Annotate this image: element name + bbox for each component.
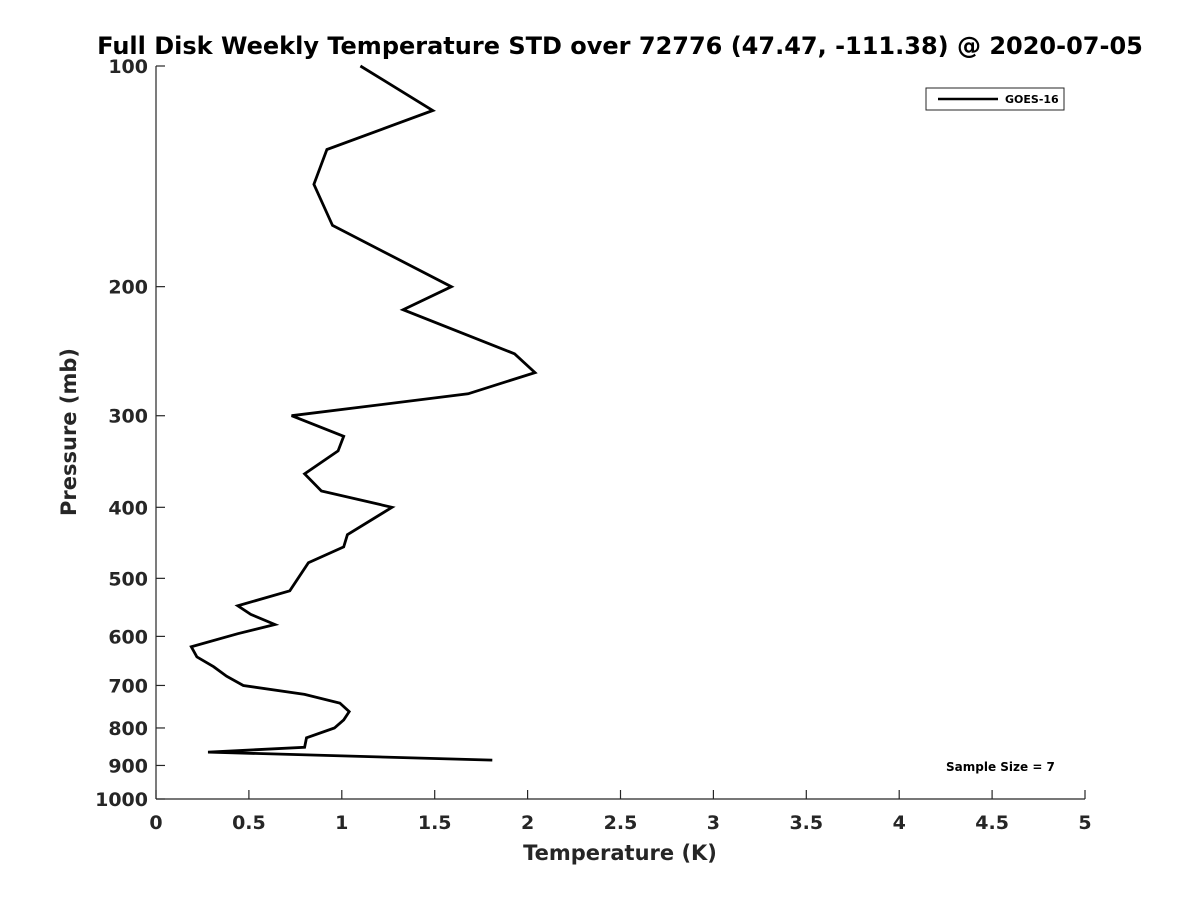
series-line-goes-16 xyxy=(189,64,538,762)
y-tick-label: 900 xyxy=(108,755,148,777)
y-tick-label: 600 xyxy=(108,626,148,648)
x-tick-label: 1 xyxy=(335,812,348,834)
y-tick-label: 200 xyxy=(108,277,148,299)
y-tick-label: 800 xyxy=(108,718,148,740)
chart-title: Full Disk Weekly Temperature STD over 72… xyxy=(97,32,1143,60)
x-ticks: 0 0.5 1 1.5 2 2.5 3 3.5 4 4.5 5 xyxy=(149,790,1092,834)
y-tick-label: 400 xyxy=(108,497,148,519)
x-tick-label: 1.5 xyxy=(418,812,452,834)
y-tick-label: 1000 xyxy=(95,789,148,811)
y-tick-label: 300 xyxy=(108,406,148,428)
x-tick-label: 4 xyxy=(893,812,906,834)
x-tick-label: 0.5 xyxy=(232,812,266,834)
x-tick-label: 0 xyxy=(149,812,162,834)
x-tick-label: 5 xyxy=(1078,812,1091,834)
x-tick-label: 3 xyxy=(707,812,720,834)
y-axis-label: Pressure (mb) xyxy=(57,348,81,516)
legend-label-goes-16: GOES-16 xyxy=(1005,93,1059,106)
y-tick-label: 500 xyxy=(108,568,148,590)
y-tick-label: 100 xyxy=(108,56,148,78)
x-tick-label: 3.5 xyxy=(789,812,823,834)
sample-size-annotation: Sample Size = 7 xyxy=(946,760,1055,774)
y-ticks: 100 200 300 400 500 600 700 800 900 1000 xyxy=(95,56,165,811)
x-tick-label: 4.5 xyxy=(975,812,1009,834)
legend: GOES-16 xyxy=(925,87,1065,111)
plot-frame xyxy=(155,66,1085,800)
series-group xyxy=(189,64,538,762)
x-tick-label: 2.5 xyxy=(604,812,638,834)
x-axis-label: Temperature (K) xyxy=(523,841,717,865)
x-tick-label: 2 xyxy=(521,812,534,834)
y-tick-label: 700 xyxy=(108,675,148,697)
